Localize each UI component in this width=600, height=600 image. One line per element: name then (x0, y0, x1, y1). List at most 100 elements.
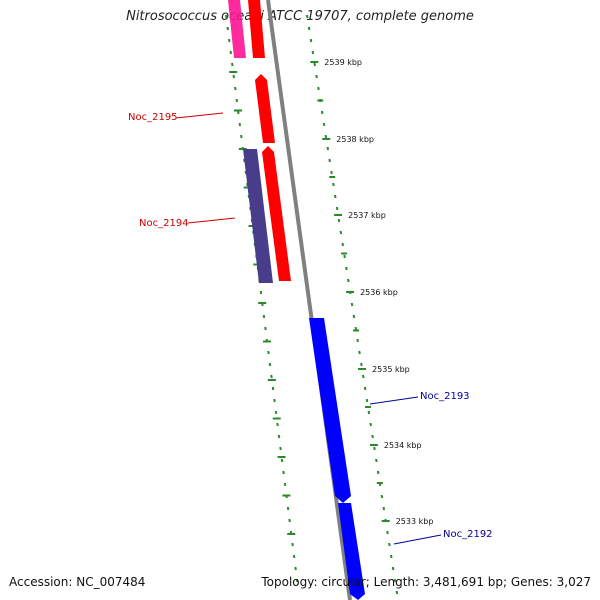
rail-dot-right (395, 590, 399, 595)
rail-dot-left (270, 374, 273, 379)
rail-dot-right (330, 170, 333, 175)
rail-dot-right (324, 134, 328, 139)
rail-dot-left (231, 62, 234, 67)
rail-dot-right (375, 458, 378, 463)
rail-dot-left (274, 410, 278, 415)
rail-dot-left (292, 554, 296, 559)
gene-label-noc-2195: Noc_2195 (128, 112, 178, 123)
rail-dot-left (291, 542, 294, 547)
rail-dot-left (276, 422, 279, 427)
rail-dot-right (313, 62, 316, 67)
gene-noc-2193[interactable] (309, 318, 351, 503)
rail-dot-right (347, 278, 350, 283)
backbone-line (266, 0, 352, 600)
gene-other-slate (243, 149, 273, 283)
kbp-tick-label: 2539 kbp (324, 58, 362, 67)
label-line-noc-2193 (369, 396, 419, 405)
rail-dot-left (283, 482, 287, 487)
gene-label-noc-2194: Noc_2194 (139, 218, 189, 229)
gene-label-noc-2192: Noc_2192 (443, 529, 493, 540)
rail-dot-left (288, 518, 291, 523)
rail-dot-left (267, 350, 270, 355)
rail-dot-right (380, 494, 384, 499)
rail-dot-right (337, 218, 341, 223)
rail-dot-right (332, 182, 335, 187)
rail-dot-right (390, 554, 393, 559)
rail-dot-right (365, 398, 369, 403)
rail-dot-right (350, 302, 354, 307)
rail-dot-right (388, 542, 391, 547)
rail-dot-left (271, 386, 275, 391)
rail-dot-right (334, 194, 337, 199)
rail-dot-left (282, 470, 285, 475)
genome-summary-text: Topology: circular; Length: 3,481,691 bp… (261, 575, 591, 589)
rail-dot-left (268, 362, 272, 367)
rail-dot-left (279, 446, 282, 451)
rail-dot-left (277, 434, 281, 439)
rail-dot-right (367, 410, 371, 415)
rail-dot-right (343, 254, 346, 259)
gene-noc-2194[interactable] (262, 146, 291, 281)
rail-dot-right (317, 86, 320, 91)
kbp-tick-label: 2535 kbp (372, 365, 410, 374)
label-line-noc-2194 (187, 217, 236, 224)
accession-text: Accession: NC_007484 (9, 575, 146, 589)
rail-dot-right (345, 266, 348, 271)
rail-dot-left (234, 86, 237, 91)
rail-dot-right (369, 422, 372, 427)
rail-dot-right (335, 206, 339, 211)
rail-dot-left (264, 326, 267, 331)
gene-partial-top-red (248, 0, 265, 58)
rail-dot-right (362, 374, 365, 379)
rail-dot-right (315, 74, 318, 79)
rail-dot-left (235, 98, 239, 103)
rail-dot-right (341, 242, 344, 247)
gene-noc-2192[interactable] (338, 503, 365, 600)
rail-dot-right (320, 110, 324, 115)
rail-dot-right (306, 14, 309, 19)
rail-dot-left (286, 506, 290, 511)
rail-dot-left (226, 26, 229, 31)
rail-dot-left (229, 50, 233, 55)
rail-dot-left (259, 290, 263, 295)
rail-dot-left (225, 14, 228, 19)
rail-dot-left (294, 566, 297, 571)
rail-dot-right (358, 350, 361, 355)
kbp-tick-label: 2537 kbp (348, 211, 386, 220)
rail-dot-right (328, 158, 331, 163)
rail-dot-left (295, 578, 299, 583)
rail-dot-right (391, 566, 395, 571)
rail-dot-right (371, 434, 374, 439)
rail-dot-right (382, 506, 386, 511)
rail-dot-left (228, 38, 231, 43)
rail-dot-right (363, 386, 367, 391)
tick-labels: 2539 kbp 2538 kbp 2537 kbp 2536 kbp 2535 kbp… (324, 58, 433, 526)
rail-dot-right (339, 230, 343, 235)
rail-dot-left (232, 74, 236, 79)
rail-dot-right (376, 470, 380, 475)
rail-dot-right (360, 362, 363, 367)
rail-dot-right (386, 530, 389, 535)
rail-dot-right (309, 38, 313, 43)
rail-dot-left (262, 314, 266, 319)
rail-dot-right (393, 578, 397, 583)
gene-noc-2195[interactable] (255, 74, 275, 143)
kbp-tick-label: 2538 kbp (336, 135, 374, 144)
rail-dot-left (238, 122, 242, 127)
rail-dot-right (356, 338, 359, 343)
rail-dot-right (326, 146, 330, 151)
rail-dot-right (311, 50, 315, 55)
label-line-noc-2192 (393, 534, 442, 545)
gene-label-noc-2193: Noc_2193 (420, 391, 470, 402)
rail-dot-right (352, 314, 356, 319)
rail-dot-left (240, 134, 243, 139)
kbp-tick-label: 2534 kbp (384, 441, 422, 450)
kbp-tick-label: 2533 kbp (396, 517, 434, 526)
kbp-tick-label: 2536 kbp (360, 288, 398, 297)
label-line-noc-2195 (175, 112, 224, 119)
rail-dot-left (273, 398, 276, 403)
rail-dot-right (373, 446, 376, 451)
genome-title: Nitrosococcus oceani ATCC 19707, complet… (126, 9, 474, 24)
